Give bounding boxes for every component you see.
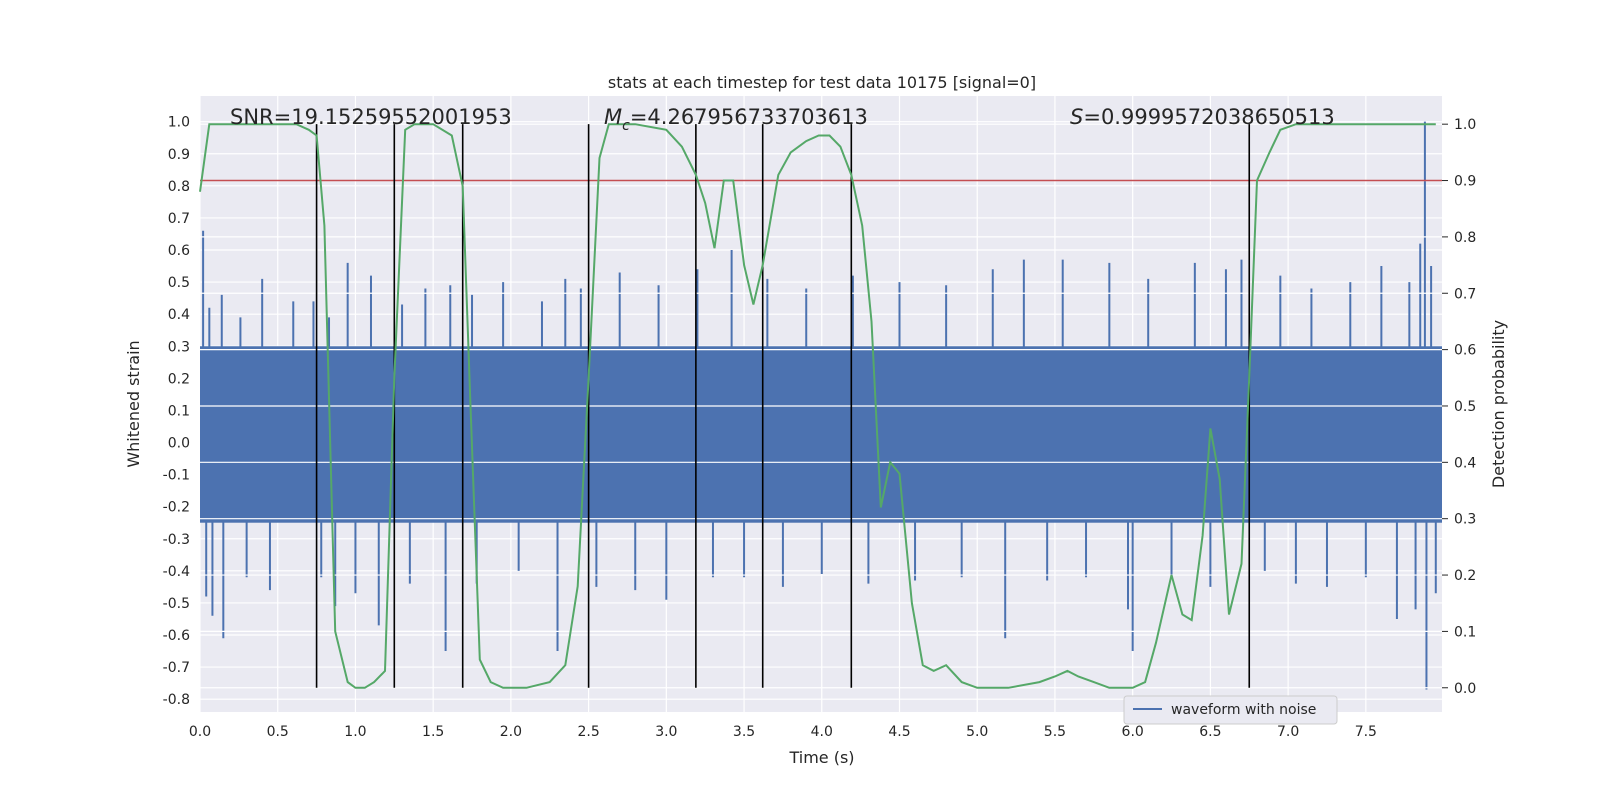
y2-tick-label: 0.2 xyxy=(1454,568,1476,584)
y2-tick-label: 0.0 xyxy=(1454,681,1476,697)
x-tick-label: 7.0 xyxy=(1277,724,1299,740)
x-tick-label: 1.5 xyxy=(422,724,444,740)
x-tick-label: 4.0 xyxy=(811,724,833,740)
x-tick-labels: 0.0 0.5 1.0 1.5 2.0 2.5 3.0 3.5 4.0 4.5 5.0 5.5 6.0 6… xyxy=(189,724,1377,740)
y-tick-label: 0.0 xyxy=(168,436,190,452)
y-tick-label: -0.6 xyxy=(163,628,190,644)
s-annotation: S=0.9999572038650513 xyxy=(1070,105,1335,129)
x-tick-label: 6.5 xyxy=(1199,724,1221,740)
event-markers xyxy=(315,124,1251,688)
y-tick-labels: -0.8 -0.7 -0.6 -0.5 -0.4 -0.3 -0.2 -0.1 0.0 0.1 0.… xyxy=(163,115,190,709)
legend-box xyxy=(1123,695,1338,725)
y2-axis-label: Detection probability xyxy=(1489,320,1508,488)
x-tick-label: 3.0 xyxy=(655,724,677,740)
y-tick-label: 0.6 xyxy=(168,243,190,259)
y-tick-label: 0.1 xyxy=(168,403,190,419)
y-tick-label: -0.8 xyxy=(163,692,190,708)
chart-title: stats at each timestep for test data 101… xyxy=(608,73,1036,92)
y-tick-label: 1.0 xyxy=(168,115,190,131)
y-tick-label: -0.7 xyxy=(163,660,190,676)
y-tick-label: -0.2 xyxy=(163,500,190,516)
chirp-mass-symbol: M xyxy=(604,105,622,129)
y-tick-label: -0.3 xyxy=(163,532,190,548)
x-axis-label: Time (s) xyxy=(788,748,854,767)
x-tick-label: 5.5 xyxy=(1044,724,1066,740)
y2-tick-label: 0.9 xyxy=(1454,174,1476,190)
x-tick-label: 3.5 xyxy=(733,724,755,740)
y2-tick-labels: 0.0 0.1 0.2 0.3 0.4 0.5 0.6 0.7 0.8 0.9 1.0 xyxy=(1442,117,1476,697)
x-tick-label: 7.5 xyxy=(1355,724,1377,740)
y-tick-label: -0.1 xyxy=(163,468,190,484)
y2-tick-label: 0.7 xyxy=(1454,286,1476,302)
x-tick-label: 0.5 xyxy=(267,724,289,740)
y-tick-label: 0.7 xyxy=(168,211,190,227)
y-tick-label: 0.4 xyxy=(168,307,190,323)
x-tick-label: 5.0 xyxy=(966,724,988,740)
y2-tick-label: 0.8 xyxy=(1454,230,1476,246)
s-value: =0.9999572038650513 xyxy=(1083,105,1334,129)
y2-tick-label: 0.6 xyxy=(1454,343,1476,359)
x-tick-label: 2.5 xyxy=(577,724,599,740)
y2-tick-label: 0.3 xyxy=(1454,512,1476,528)
y-axis-label: Whitened strain xyxy=(124,340,143,467)
y2-tick-label: 0.1 xyxy=(1454,624,1476,640)
y2-tick-label: 1.0 xyxy=(1454,117,1476,133)
y-tick-label: 0.8 xyxy=(168,179,190,195)
chirp-mass-subscript: c xyxy=(622,118,630,134)
x-tick-label: 4.5 xyxy=(888,724,910,740)
legend: waveform with noise xyxy=(1123,695,1338,725)
x-tick-label: 2.0 xyxy=(500,724,522,740)
y2-tick-label: 0.5 xyxy=(1454,399,1476,415)
legend-label: waveform with noise xyxy=(1171,702,1316,718)
y-tick-label: -0.5 xyxy=(163,596,190,612)
y-tick-label: 0.5 xyxy=(168,275,190,291)
y-tick-label: 0.9 xyxy=(168,147,190,163)
y2-tick-label: 0.4 xyxy=(1454,455,1476,471)
chirp-mass-value: =4.267956733703613 xyxy=(630,105,868,129)
chirp-mass-annotation: Mc=4.267956733703613 xyxy=(604,105,868,134)
detection-probability-line xyxy=(199,123,1436,689)
x-tick-label: 6.0 xyxy=(1122,724,1144,740)
waveform-spikes xyxy=(202,121,1437,690)
snr-annotation: SNR=19.15259552001953 xyxy=(230,105,512,129)
x-tick-label: 0.0 xyxy=(189,724,211,740)
y-tick-label: 0.2 xyxy=(168,371,190,387)
s-symbol: S xyxy=(1070,105,1083,129)
x-tick-label: 1.0 xyxy=(344,724,366,740)
y-tick-label: 0.3 xyxy=(168,339,190,355)
y-tick-label: -0.4 xyxy=(163,564,190,580)
